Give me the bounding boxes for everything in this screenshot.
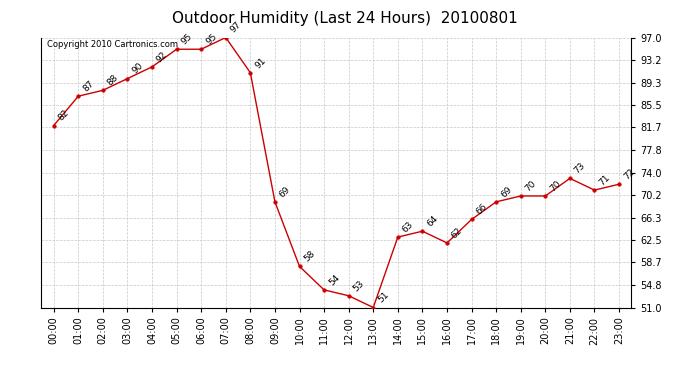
Text: 63: 63: [401, 220, 415, 234]
Text: 71: 71: [598, 173, 612, 188]
Text: 54: 54: [327, 273, 342, 287]
Text: 64: 64: [425, 214, 440, 228]
Text: 70: 70: [524, 179, 538, 193]
Text: 66: 66: [474, 202, 489, 217]
Text: 95: 95: [204, 32, 219, 46]
Text: 62: 62: [450, 226, 464, 240]
Text: 51: 51: [376, 290, 391, 305]
Text: 91: 91: [253, 56, 268, 70]
Text: 73: 73: [573, 161, 587, 176]
Text: 70: 70: [548, 179, 562, 193]
Text: 90: 90: [130, 62, 145, 76]
Text: Outdoor Humidity (Last 24 Hours)  20100801: Outdoor Humidity (Last 24 Hours) 2010080…: [172, 11, 518, 26]
Text: 69: 69: [499, 184, 513, 199]
Text: 95: 95: [179, 32, 194, 46]
Text: 97: 97: [228, 20, 243, 35]
Text: 69: 69: [277, 184, 292, 199]
Text: Copyright 2010 Cartronics.com: Copyright 2010 Cartronics.com: [48, 40, 178, 49]
Text: 88: 88: [106, 73, 120, 87]
Text: 82: 82: [57, 108, 71, 123]
Text: 72: 72: [622, 167, 636, 182]
Text: 58: 58: [302, 249, 317, 264]
Text: 87: 87: [81, 79, 95, 93]
Text: 92: 92: [155, 50, 169, 64]
Text: 53: 53: [351, 279, 366, 293]
